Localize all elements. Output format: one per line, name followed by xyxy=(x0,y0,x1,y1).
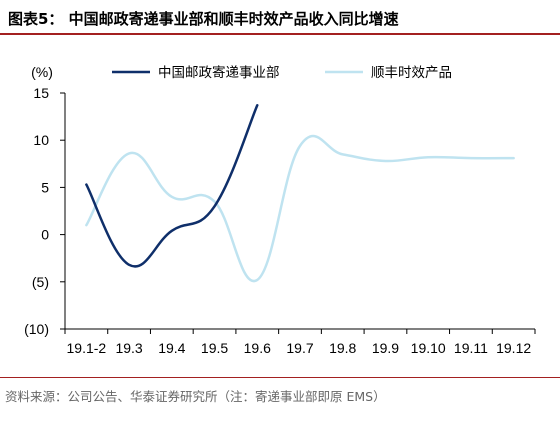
y-axis-label: (%) xyxy=(31,64,53,80)
x-tick-label: 19.10 xyxy=(411,340,446,356)
y-tick-label: 10 xyxy=(33,132,49,148)
header: 图表5： 中国邮政寄递事业部和顺丰时效产品收入同比增速 xyxy=(0,0,560,35)
x-tick-label: 19.9 xyxy=(372,340,399,356)
y-tick-label: (5) xyxy=(32,274,49,290)
x-tick-label: 19.7 xyxy=(286,340,313,356)
x-tick-label: 19.4 xyxy=(158,340,185,356)
figure-title: 图表5： 中国邮政寄递事业部和顺丰时效产品收入同比增速 xyxy=(8,10,399,28)
y-tick-label: 0 xyxy=(41,227,49,243)
y-tick-label: (10) xyxy=(24,321,49,337)
header-rule xyxy=(0,33,560,35)
x-tick-label: 19.5 xyxy=(201,340,228,356)
series-line-sf-express xyxy=(85,134,515,283)
x-tick-label: 19.1-2 xyxy=(67,340,107,356)
source-note: 资料来源：公司公告、华泰证券研究所（注：寄递事业部即原 EMS） xyxy=(5,389,386,404)
x-tick-label: 19.11 xyxy=(454,340,488,356)
y-tick-label: 5 xyxy=(41,179,49,195)
footer-rule xyxy=(0,377,560,378)
y-tick-label: 15 xyxy=(33,85,49,101)
legend-label: 顺丰时效产品 xyxy=(371,65,452,80)
x-tick-label: 19.3 xyxy=(115,340,142,356)
legend-label: 中国邮政寄递事业部 xyxy=(158,64,280,80)
series-line-china-post xyxy=(85,104,259,268)
x-tick-label: 19.12 xyxy=(496,340,531,356)
x-tick-label: 19.6 xyxy=(244,340,271,356)
x-tick-label: 19.8 xyxy=(329,340,356,356)
